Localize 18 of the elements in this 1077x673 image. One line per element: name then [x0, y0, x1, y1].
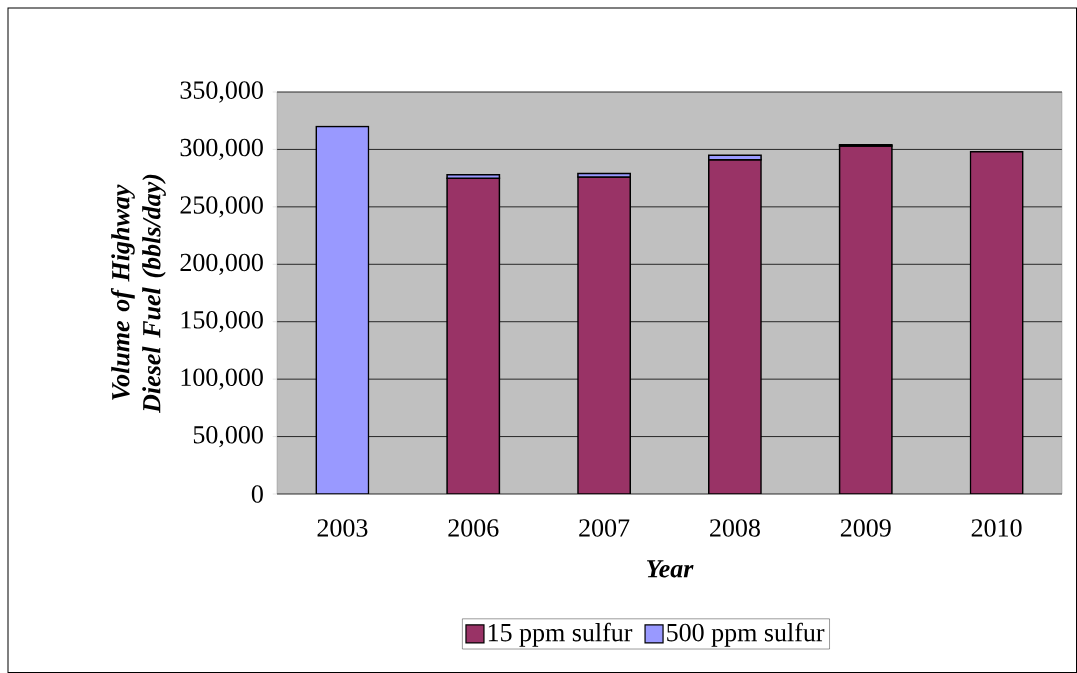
- y-tick-label: 350,000: [180, 81, 263, 103]
- y-tick-label: 0: [251, 485, 263, 503]
- x-tick-label: 2003: [317, 519, 368, 537]
- y-tick-label: 100,000: [181, 368, 263, 390]
- y-tick-label: 50,000: [193, 425, 263, 448]
- y-axis-title: Volume of Highway Diesel Fuel (bbls/day): [110, 174, 166, 414]
- y-tick-label: 150,000: [181, 311, 263, 333]
- x-tick-label: 2009: [840, 519, 891, 537]
- x-tick-label: 2008: [710, 519, 760, 537]
- x-axis-title: Year: [647, 560, 694, 578]
- x-tick-label: 2006: [448, 519, 499, 537]
- x-tick-label: 2010: [971, 519, 1022, 537]
- legend-label: 15 ppm sulfur: [488, 622, 633, 647]
- legend-label: 500 ppm sulfur: [667, 622, 825, 647]
- y-tick-label: 250,000: [180, 196, 263, 218]
- y-tick-label: 200,000: [180, 253, 263, 275]
- y-tick-label: 300,000: [180, 138, 263, 161]
- x-tick-label: 2007: [579, 519, 630, 537]
